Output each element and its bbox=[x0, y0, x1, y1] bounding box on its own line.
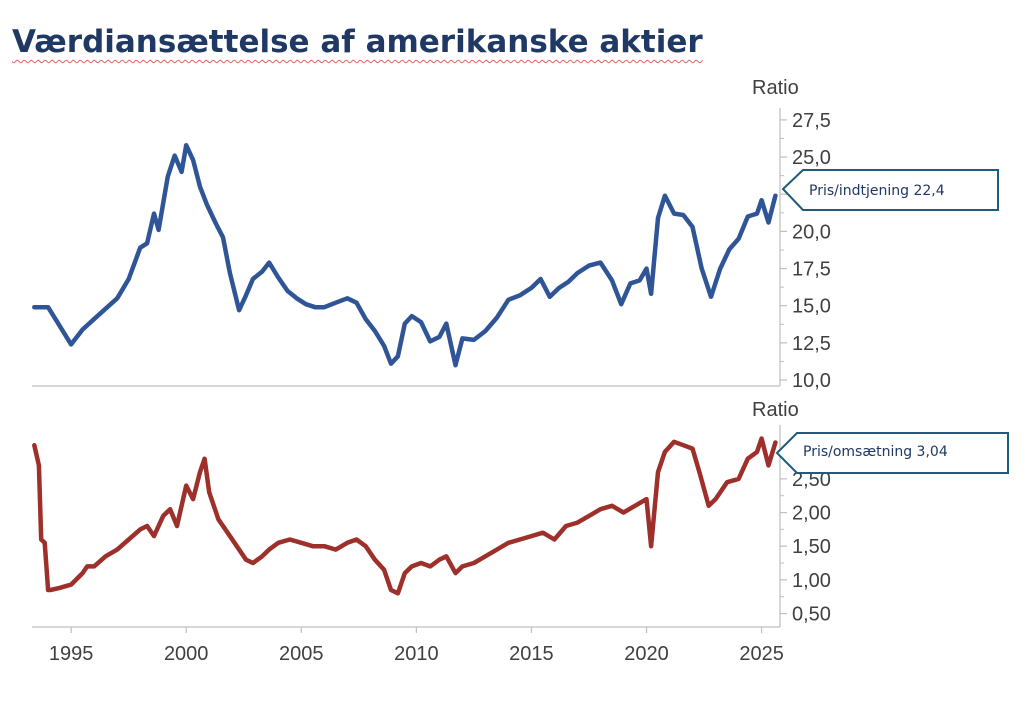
ps-y-tick-label: 2,50 bbox=[792, 469, 831, 491]
ps-axis-title: Ratio bbox=[752, 399, 799, 421]
ps-callout: Pris/omsætning 3,04 bbox=[775, 432, 1009, 474]
pe-y-tick-label: 27,5 bbox=[792, 110, 831, 132]
page-title: Værdiansættelse af amerikanske aktier bbox=[12, 24, 703, 60]
ps-y-tick-label: 1,50 bbox=[792, 536, 831, 558]
pe-y-tick-label: 15,0 bbox=[792, 296, 831, 318]
pe-ratio-panel: Ratio 10,012,515,017,520,022,525,027,5 P… bbox=[32, 77, 999, 392]
ps-y-tick-label: 0,50 bbox=[792, 604, 831, 626]
pe-callout-label: Pris/indtjening 22,4 bbox=[809, 183, 945, 199]
x-tick-label: 2020 bbox=[624, 643, 669, 665]
pe-y-tick-label: 25,0 bbox=[792, 147, 831, 169]
pe-y-ticks: 10,012,515,017,520,022,525,027,5 bbox=[780, 110, 831, 392]
x-tick-label: 2015 bbox=[509, 643, 554, 665]
pe-y-tick-label: 20,0 bbox=[792, 221, 831, 243]
ps-y-tick-label: 1,00 bbox=[792, 570, 831, 592]
pe-callout-box bbox=[781, 169, 999, 211]
x-tick-label: 2025 bbox=[739, 643, 784, 665]
ps-y-ticks: 0,50 1,00 1,50 2,00 2,50 bbox=[780, 469, 831, 626]
ps-callout-label: Pris/omsætning 3,04 bbox=[803, 444, 948, 460]
ps-y-tick-label: 2,00 bbox=[792, 503, 831, 525]
x-tick-label: 2000 bbox=[164, 643, 209, 665]
x-tick-label: 2010 bbox=[394, 643, 439, 665]
ps-ratio-panel: Ratio 0,50 1,00 1,50 2,00 2,50 1995 2000 2005 2… bbox=[32, 399, 1009, 665]
ps-series-line bbox=[32, 436, 778, 596]
x-tick-label: 2005 bbox=[279, 643, 324, 665]
ps-callout-box bbox=[775, 432, 1009, 474]
pe-axis-title: Ratio bbox=[752, 77, 799, 99]
x-axis-ticks: 1995 2000 2005 2010 2015 2020 2025 bbox=[49, 627, 784, 665]
x-tick-label: 1995 bbox=[49, 643, 94, 665]
pe-series-line bbox=[32, 142, 778, 368]
pe-y-tick-label: 12,5 bbox=[792, 333, 831, 355]
pe-callout: Pris/indtjening 22,4 bbox=[781, 169, 999, 211]
pe-y-tick-label: 17,5 bbox=[792, 259, 831, 281]
pe-y-tick-label: 10,0 bbox=[792, 370, 831, 392]
